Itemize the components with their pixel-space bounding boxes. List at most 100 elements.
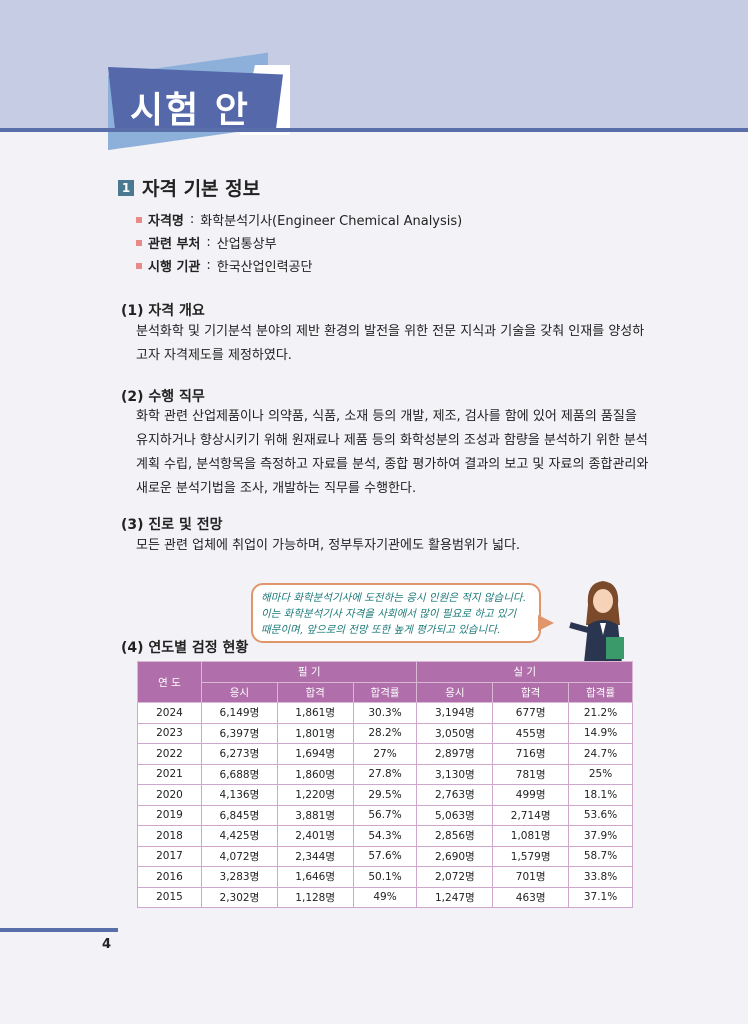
bubble-tail (538, 615, 554, 631)
table-cell: 2,302명 (201, 886, 278, 908)
written-exam-header: 필 기 (200, 661, 418, 683)
year-cell: 2015 (137, 886, 202, 908)
info-label: 관련 부처 (148, 237, 201, 252)
table-cell: 2,072명 (416, 866, 494, 888)
table-row: 2020 4,136명 1,220명 29.5% 2,763명 499명 18.1% (137, 784, 633, 806)
section-title: 자격 기본 정보 (142, 178, 261, 200)
bullet-icon (136, 216, 142, 223)
speech-bubble: 해마다 화학분석기사에 도전하는 응시 인원은 적지 않습니다. 이는 화학분석… (251, 583, 541, 643)
table-cell: 27% (352, 743, 418, 765)
subsection-title: (2) 수행 직무 (121, 389, 205, 405)
column-header: 합격률 (352, 681, 418, 703)
subsection-title: (4) 연도별 검정 현황 (121, 640, 249, 656)
table-cell: 2,763명 (416, 784, 494, 806)
table-cell: 1,128명 (276, 886, 354, 908)
table-cell: 3,130명 (416, 763, 494, 785)
practical-exam-header: 실 기 (416, 661, 633, 683)
year-cell: 2017 (137, 845, 202, 867)
info-item: 관련 부처 : 산업통상부 (136, 233, 277, 252)
page-number: 4 (102, 937, 112, 952)
text-line: 고자 자격제도를 제정하였다. (136, 348, 292, 363)
info-label: 자격명 (148, 214, 184, 229)
table-cell: 29.5% (352, 784, 418, 806)
table-cell: 463명 (492, 886, 570, 908)
table-cell: 1,220명 (276, 784, 354, 806)
table-cell: 1,861명 (276, 702, 354, 724)
table-row: 2016 3,283명 1,646명 50.1% 2,072명 701명 33.8% (137, 866, 633, 888)
table-cell: 6,273명 (201, 743, 278, 765)
table-cell: 50.1% (352, 866, 418, 888)
table-cell: 33.8% (568, 866, 633, 888)
table-cell: 27.8% (352, 763, 418, 785)
info-value: 산업통상부 (216, 237, 277, 252)
text-line: 모든 관련 업체에 취업이 가능하며, 정부투자기관에도 활용범위가 넓다. (136, 538, 521, 553)
table-cell: 2,401명 (276, 825, 354, 847)
yearly-stats-table: 연 도 필 기 실 기 응시 합격 합격률 응시 합격 합격률 2024 6,149명 1,8… (137, 661, 633, 908)
footer-bar (0, 928, 118, 932)
table-cell: 2,897명 (416, 743, 494, 765)
table-row: 2018 4,425명 2,401명 54.3% 2,856명 1,081명 37.9% (137, 825, 633, 847)
table-cell: 25% (568, 763, 633, 785)
year-cell: 2020 (137, 784, 202, 806)
table-cell: 24.7% (568, 743, 633, 765)
table-cell: 3,194명 (416, 702, 494, 724)
table-cell: 677명 (492, 702, 570, 724)
table-cell: 1,801명 (276, 722, 354, 744)
column-header: 합격 (492, 681, 570, 703)
table-cell: 37.9% (568, 825, 633, 847)
subsection-title: (1) 자격 개요 (121, 303, 205, 319)
table-cell: 3,283명 (201, 866, 278, 888)
table-cell: 37.1% (568, 886, 633, 908)
table-cell: 1,694명 (276, 743, 354, 765)
year-cell: 2023 (137, 722, 202, 744)
table-cell: 21.2% (568, 702, 633, 724)
presenter-illustration (569, 581, 624, 663)
header-divider (0, 128, 748, 132)
year-cell: 2019 (137, 804, 202, 826)
table-cell: 781명 (492, 763, 570, 785)
column-header: 합격률 (568, 681, 633, 703)
table-cell: 56.7% (352, 804, 418, 826)
table-cell: 716명 (492, 743, 570, 765)
subsection-title: (3) 진로 및 전망 (121, 517, 223, 533)
text-line: 새로운 분석기법을 조사, 개발하는 직무를 수행한다. (136, 481, 417, 496)
column-header: 응시 (416, 681, 494, 703)
bullet-icon (136, 239, 142, 246)
table-cell: 2,714명 (492, 804, 570, 826)
info-label: 시행 기관 (148, 260, 201, 275)
section-number: 1 (118, 179, 134, 196)
table-cell: 3,050명 (416, 722, 494, 744)
info-value: 한국산업인력공단 (216, 260, 313, 275)
table-row: 2021 6,688명 1,860명 27.8% 3,130명 781명 25% (137, 763, 633, 785)
table-row: 2015 2,302명 1,128명 49% 1,247명 463명 37.1% (137, 886, 633, 908)
table-cell: 58.7% (568, 845, 633, 867)
table-cell: 6,149명 (201, 702, 278, 724)
table-row: 2017 4,072명 2,344명 57.6% 2,690명 1,579명 58.7% (137, 845, 633, 867)
page-title: 시험 안내 (108, 67, 283, 129)
paragraph: 화학 관련 산업제품이나 의약품, 식품, 소재 등의 개발, 제조, 검사를 … (136, 405, 656, 501)
info-value: 화학분석기사(Engineer Chemical Analysis) (200, 214, 463, 229)
table-cell: 53.6% (568, 804, 633, 826)
paragraph: 모든 관련 업체에 취업이 가능하며, 정부투자기관에도 활용범위가 넓다. (136, 534, 656, 558)
table-cell: 1,646명 (276, 866, 354, 888)
table-cell: 1,081명 (492, 825, 570, 847)
section-heading: 1 자격 기본 정보 (118, 174, 260, 201)
column-header: 합격 (276, 681, 354, 703)
table-cell: 4,136명 (201, 784, 278, 806)
table-cell: 1,247명 (416, 886, 494, 908)
table-cell: 4,072명 (201, 845, 278, 867)
table-row: 2019 6,845명 3,881명 56.7% 5,063명 2,714명 53.6% (137, 804, 633, 826)
text-line: 분석화학 및 기기분석 분야의 제반 환경의 발전을 위한 전문 지식과 기술을… (136, 324, 645, 339)
table-cell: 3,881명 (276, 804, 354, 826)
table-cell: 701명 (492, 866, 570, 888)
year-cell: 2021 (137, 763, 202, 785)
bubble-line: 이는 화학분석기사 자격을 사회에서 많이 필요로 하고 있기 (261, 608, 517, 620)
table-cell: 54.3% (352, 825, 418, 847)
table-row: 2022 6,273명 1,694명 27% 2,897명 716명 24.7% (137, 743, 633, 765)
table-cell: 4,425명 (201, 825, 278, 847)
year-cell: 2016 (137, 866, 202, 888)
year-cell: 2018 (137, 825, 202, 847)
table-cell: 28.2% (352, 722, 418, 744)
table-cell: 14.9% (568, 722, 633, 744)
table-cell: 455명 (492, 722, 570, 744)
